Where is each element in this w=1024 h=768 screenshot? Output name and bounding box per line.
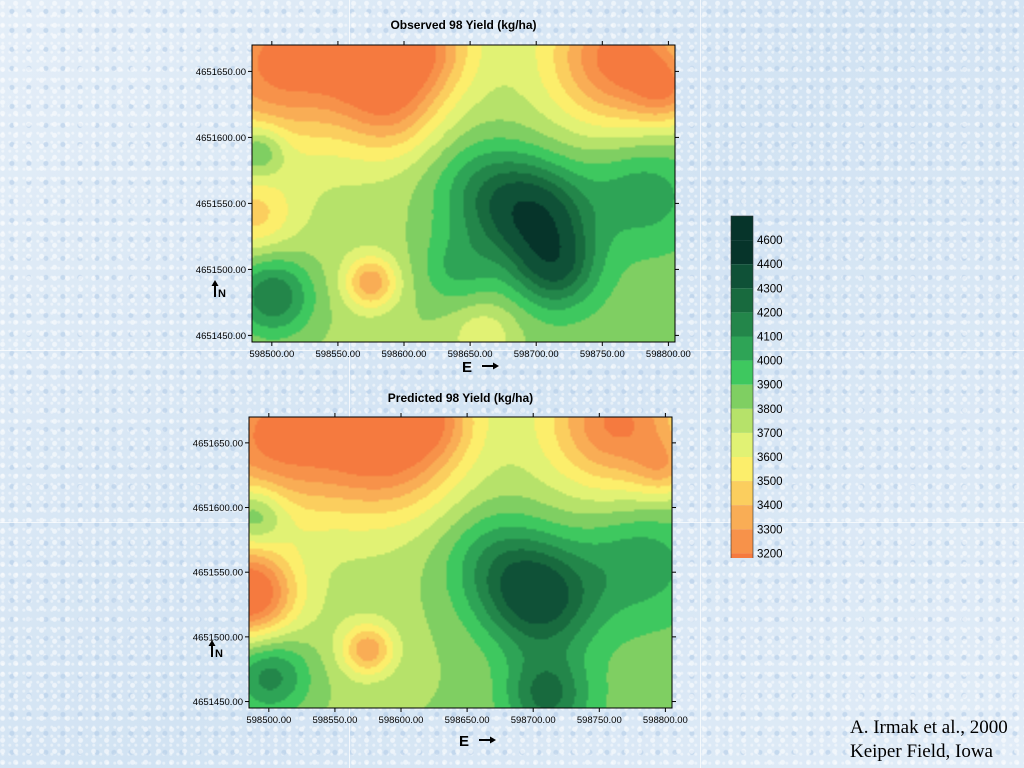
y-tick-label: 4651500.00 xyxy=(196,265,246,276)
observed-yield-map: Observed 98 Yield (kg/ha) 598500.00 598550… xyxy=(196,18,691,376)
legend-swatch xyxy=(731,336,753,361)
x-tick-label: 598650.00 xyxy=(448,349,493,360)
legend-swatch xyxy=(731,360,753,385)
legend-frame xyxy=(730,215,754,558)
plot-frame xyxy=(248,416,673,709)
legend-label: 4400 xyxy=(757,259,783,271)
x-tick-label: 598500.00 xyxy=(249,349,294,360)
map-title: Predicted 98 Yield (kg/ha) xyxy=(388,391,533,405)
legend-swatch xyxy=(731,264,753,289)
citation: A. Irmak et al., 2000 Keiper Field, Iowa xyxy=(850,716,1008,764)
x-tick-label: 598650.00 xyxy=(445,715,490,726)
citation-authors: A. Irmak et al., 2000 xyxy=(850,717,1008,738)
legend-swatch xyxy=(731,312,753,337)
y-tick-label: 4651550.00 xyxy=(196,199,246,210)
x-tick-label: 598800.00 xyxy=(643,715,688,726)
x-tick-label: 598700.00 xyxy=(511,715,556,726)
legend-label: 3200 xyxy=(757,548,783,558)
x-tick-label: 598750.00 xyxy=(577,715,622,726)
x-tick-label: 598750.00 xyxy=(580,349,625,360)
legend-swatch xyxy=(731,216,753,241)
xlabel: E xyxy=(459,733,469,750)
legend-label: 4300 xyxy=(757,283,783,295)
background-seam xyxy=(700,0,701,768)
x-tick-label: 598500.00 xyxy=(246,715,291,726)
legend-label: 3500 xyxy=(757,476,783,488)
legend-label: 4100 xyxy=(757,332,783,344)
predicted-yield-map: Predicted 98 Yield (kg/ha) 598500.00 59855… xyxy=(193,391,688,750)
legend-swatch xyxy=(731,553,753,558)
y-tick-label: 4651600.00 xyxy=(196,133,246,144)
legend-swatch xyxy=(731,288,753,313)
legend-swatch xyxy=(731,240,753,265)
north-arrow-head-icon xyxy=(211,280,219,286)
y-tick-label: 4651650.00 xyxy=(193,438,243,449)
ylabel: N xyxy=(215,648,223,660)
x-tick-label: 598600.00 xyxy=(379,715,424,726)
legend-label: 4600 xyxy=(757,235,783,247)
legend-label: 3800 xyxy=(757,404,783,416)
y-tick-label: 4651450.00 xyxy=(196,331,246,342)
citation-location: Keiper Field, Iowa xyxy=(850,741,993,762)
x-tick-label: 598600.00 xyxy=(382,349,427,360)
north-arrow-head-icon xyxy=(208,640,216,646)
yield-contour-field xyxy=(249,417,672,708)
legend-swatch xyxy=(731,457,753,482)
x-tick-label: 598800.00 xyxy=(646,349,691,360)
legend-label: 4200 xyxy=(757,307,783,319)
plot-frame xyxy=(251,44,676,343)
legend-swatch xyxy=(731,529,753,554)
legend-label: 3600 xyxy=(757,452,783,464)
xlabel: E xyxy=(462,359,472,376)
legend-label: 3700 xyxy=(757,428,783,440)
x-tick-label: 598700.00 xyxy=(514,349,559,360)
legend-label: 4000 xyxy=(757,356,783,368)
east-arrow-head-icon xyxy=(490,736,496,744)
background-seam xyxy=(0,350,1024,351)
legend-swatch xyxy=(731,432,753,457)
map-title: Observed 98 Yield (kg/ha) xyxy=(390,18,536,32)
legend-swatch xyxy=(731,505,753,530)
yield-contour-field xyxy=(252,45,675,342)
legend-label: 3400 xyxy=(757,500,783,512)
x-tick-label: 598550.00 xyxy=(315,349,360,360)
legend-label: 3300 xyxy=(757,524,783,536)
background-seam xyxy=(349,0,350,768)
y-tick-label: 4651600.00 xyxy=(193,503,243,514)
legend-swatch xyxy=(731,384,753,409)
y-tick-label: 4651550.00 xyxy=(193,568,243,579)
legend-swatch xyxy=(731,481,753,506)
legend-label: 3900 xyxy=(757,380,783,392)
y-tick-label: 4651450.00 xyxy=(193,697,243,708)
east-arrow-head-icon xyxy=(493,362,499,370)
y-tick-label: 4651650.00 xyxy=(196,67,246,78)
x-tick-label: 598550.00 xyxy=(312,715,357,726)
legend-swatch xyxy=(731,408,753,433)
y-tick-label: 4651500.00 xyxy=(193,632,243,643)
ylabel: N xyxy=(218,288,226,300)
yield-color-legend: 4600 4400 4300 4200 4100 4000 3900 3800 3700 3600… xyxy=(730,215,783,558)
